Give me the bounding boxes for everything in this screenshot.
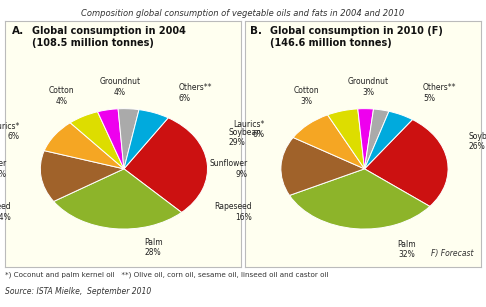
Text: Source: ISTA Mielke,  September 2010: Source: ISTA Mielke, September 2010 [5, 287, 151, 296]
Wedge shape [364, 111, 413, 169]
Text: Cotton
3%: Cotton 3% [293, 86, 319, 106]
Text: Soybean
29%: Soybean 29% [228, 128, 261, 147]
Wedge shape [98, 109, 124, 169]
Wedge shape [293, 115, 364, 169]
Text: Laurics*
6%: Laurics* 6% [233, 120, 264, 139]
Text: (146.6 million tonnes): (146.6 million tonnes) [270, 38, 392, 49]
Text: Cotton
4%: Cotton 4% [49, 86, 74, 106]
Wedge shape [44, 123, 124, 169]
Wedge shape [124, 110, 168, 169]
Wedge shape [290, 169, 430, 229]
Wedge shape [364, 119, 448, 206]
Text: B.: B. [250, 26, 262, 36]
Wedge shape [358, 109, 374, 169]
Wedge shape [40, 151, 124, 201]
Text: Others**
6%: Others** 6% [178, 83, 212, 103]
Text: (108.5 million tonnes): (108.5 million tonnes) [32, 38, 154, 49]
Wedge shape [70, 112, 124, 169]
Text: Groundnut
3%: Groundnut 3% [348, 77, 389, 97]
Text: Palm
28%: Palm 28% [144, 238, 162, 258]
Text: Others**
5%: Others** 5% [423, 83, 456, 103]
Wedge shape [328, 109, 364, 169]
Text: Composition global consumption of vegetable oils and fats in 2004 and 2010: Composition global consumption of vegeta… [81, 9, 405, 18]
Text: Global consumption in 2010 (F): Global consumption in 2010 (F) [270, 26, 443, 36]
Wedge shape [281, 138, 364, 196]
Text: Sunflower
9%: Sunflower 9% [209, 159, 247, 179]
Text: Soybean
26%: Soybean 26% [469, 132, 486, 151]
Wedge shape [53, 169, 182, 229]
Text: F) Forecast: F) Forecast [432, 249, 474, 258]
Text: Rapeseed
16%: Rapeseed 16% [214, 203, 252, 222]
Text: Groundnut
4%: Groundnut 4% [99, 77, 140, 97]
Wedge shape [364, 109, 389, 169]
Text: Global consumption in 2004: Global consumption in 2004 [32, 26, 186, 36]
Text: Sunflower
9%: Sunflower 9% [0, 159, 7, 179]
Text: Rapeseed
14%: Rapeseed 14% [0, 203, 11, 222]
Wedge shape [124, 118, 208, 212]
Text: *) Coconut and palm kernel oil   **) Olive oil, corn oil, sesame oil, linseed oi: *) Coconut and palm kernel oil **) Olive… [5, 272, 329, 278]
Text: Palm
32%: Palm 32% [397, 240, 416, 259]
Text: A.: A. [12, 26, 24, 36]
Text: Laurics*
6%: Laurics* 6% [0, 122, 19, 141]
Wedge shape [118, 109, 139, 169]
